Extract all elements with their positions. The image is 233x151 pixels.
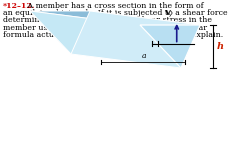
Text: determine the maximum average shear stress in the: determine the maximum average shear stre… bbox=[3, 16, 212, 24]
Text: A member has a cross section in the form of: A member has a cross section in the form… bbox=[25, 2, 204, 10]
Polygon shape bbox=[140, 25, 200, 68]
Text: ,: , bbox=[169, 9, 171, 17]
Text: formula actually be used to predict this value? Explain.: formula actually be used to predict this… bbox=[3, 31, 223, 39]
Text: V: V bbox=[164, 9, 170, 17]
Text: *12–12.: *12–12. bbox=[3, 2, 35, 10]
Polygon shape bbox=[30, 11, 90, 54]
Polygon shape bbox=[30, 11, 200, 25]
Text: member using the shear formula. Should the shear: member using the shear formula. Should t… bbox=[3, 24, 207, 32]
Text: an equilateral triangle. If it is subjected to a shear force: an equilateral triangle. If it is subjec… bbox=[3, 9, 230, 17]
Text: V: V bbox=[180, 29, 187, 38]
Polygon shape bbox=[30, 11, 181, 68]
Polygon shape bbox=[71, 11, 200, 68]
Text: h: h bbox=[217, 42, 224, 51]
Text: a: a bbox=[142, 51, 146, 59]
